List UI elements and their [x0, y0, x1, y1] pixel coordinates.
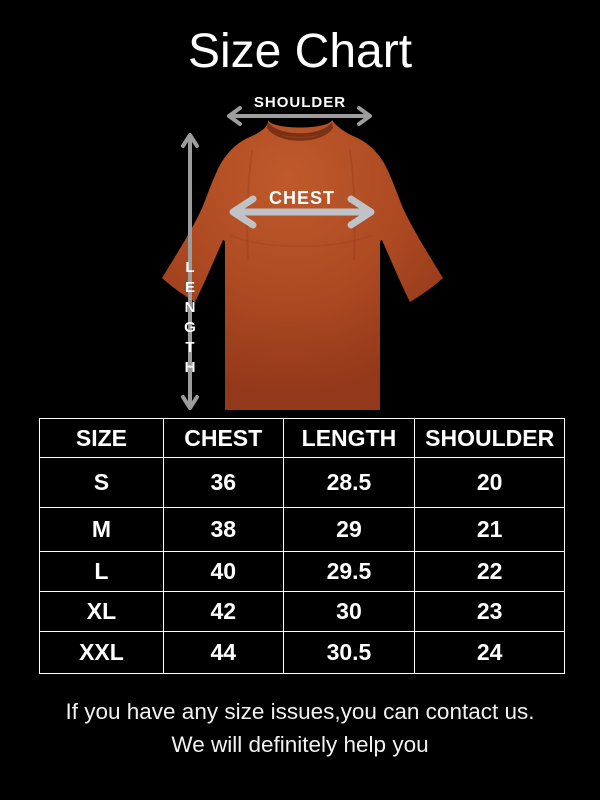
svg-text:T: T	[185, 339, 194, 356]
svg-text:CHEST: CHEST	[269, 188, 335, 208]
svg-text:G: G	[184, 319, 196, 336]
svg-text:N: N	[185, 299, 196, 316]
svg-text:H: H	[185, 359, 196, 376]
svg-text:L: L	[185, 259, 194, 276]
svg-text:E: E	[185, 279, 195, 296]
svg-text:SHOULDER: SHOULDER	[254, 94, 346, 111]
